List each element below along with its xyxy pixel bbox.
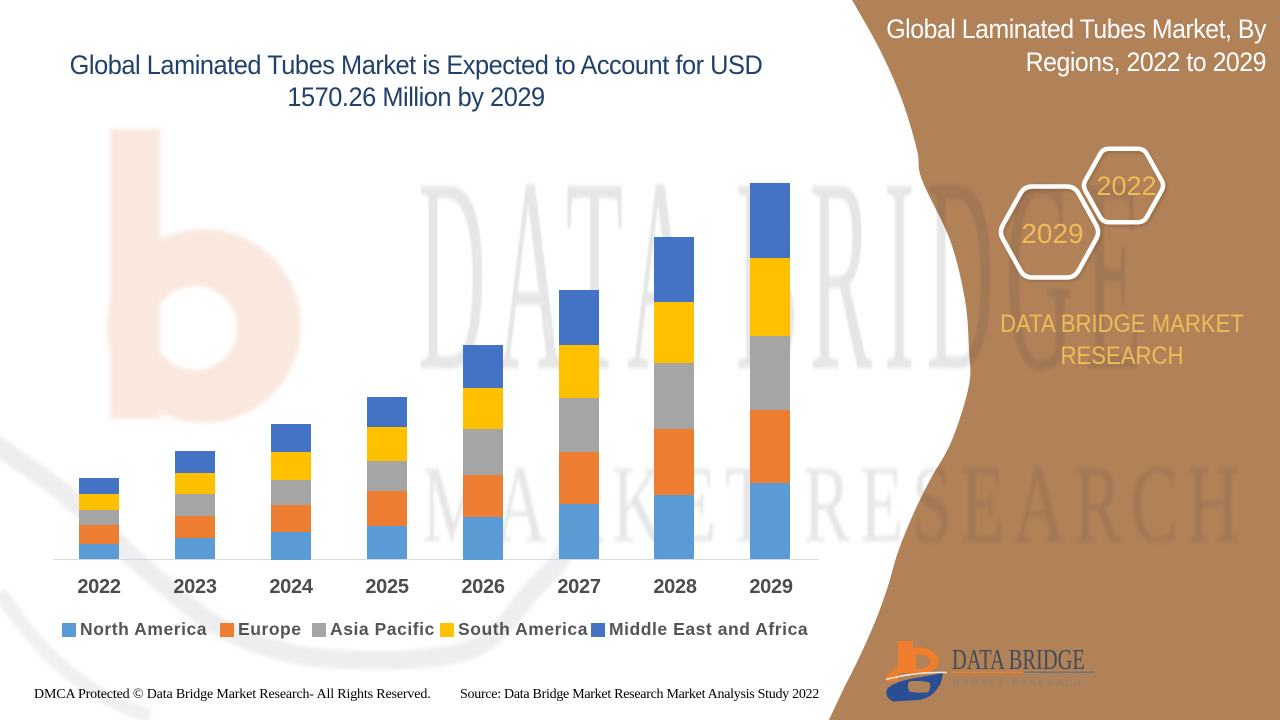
svg-text:2029: 2029	[1021, 218, 1083, 249]
svg-text:2022: 2022	[1096, 171, 1156, 201]
svg-text:DATA BRIDGE: DATA BRIDGE	[952, 645, 1085, 676]
svg-text:MARKET RESEARCH: MARKET RESEARCH	[953, 679, 1084, 688]
